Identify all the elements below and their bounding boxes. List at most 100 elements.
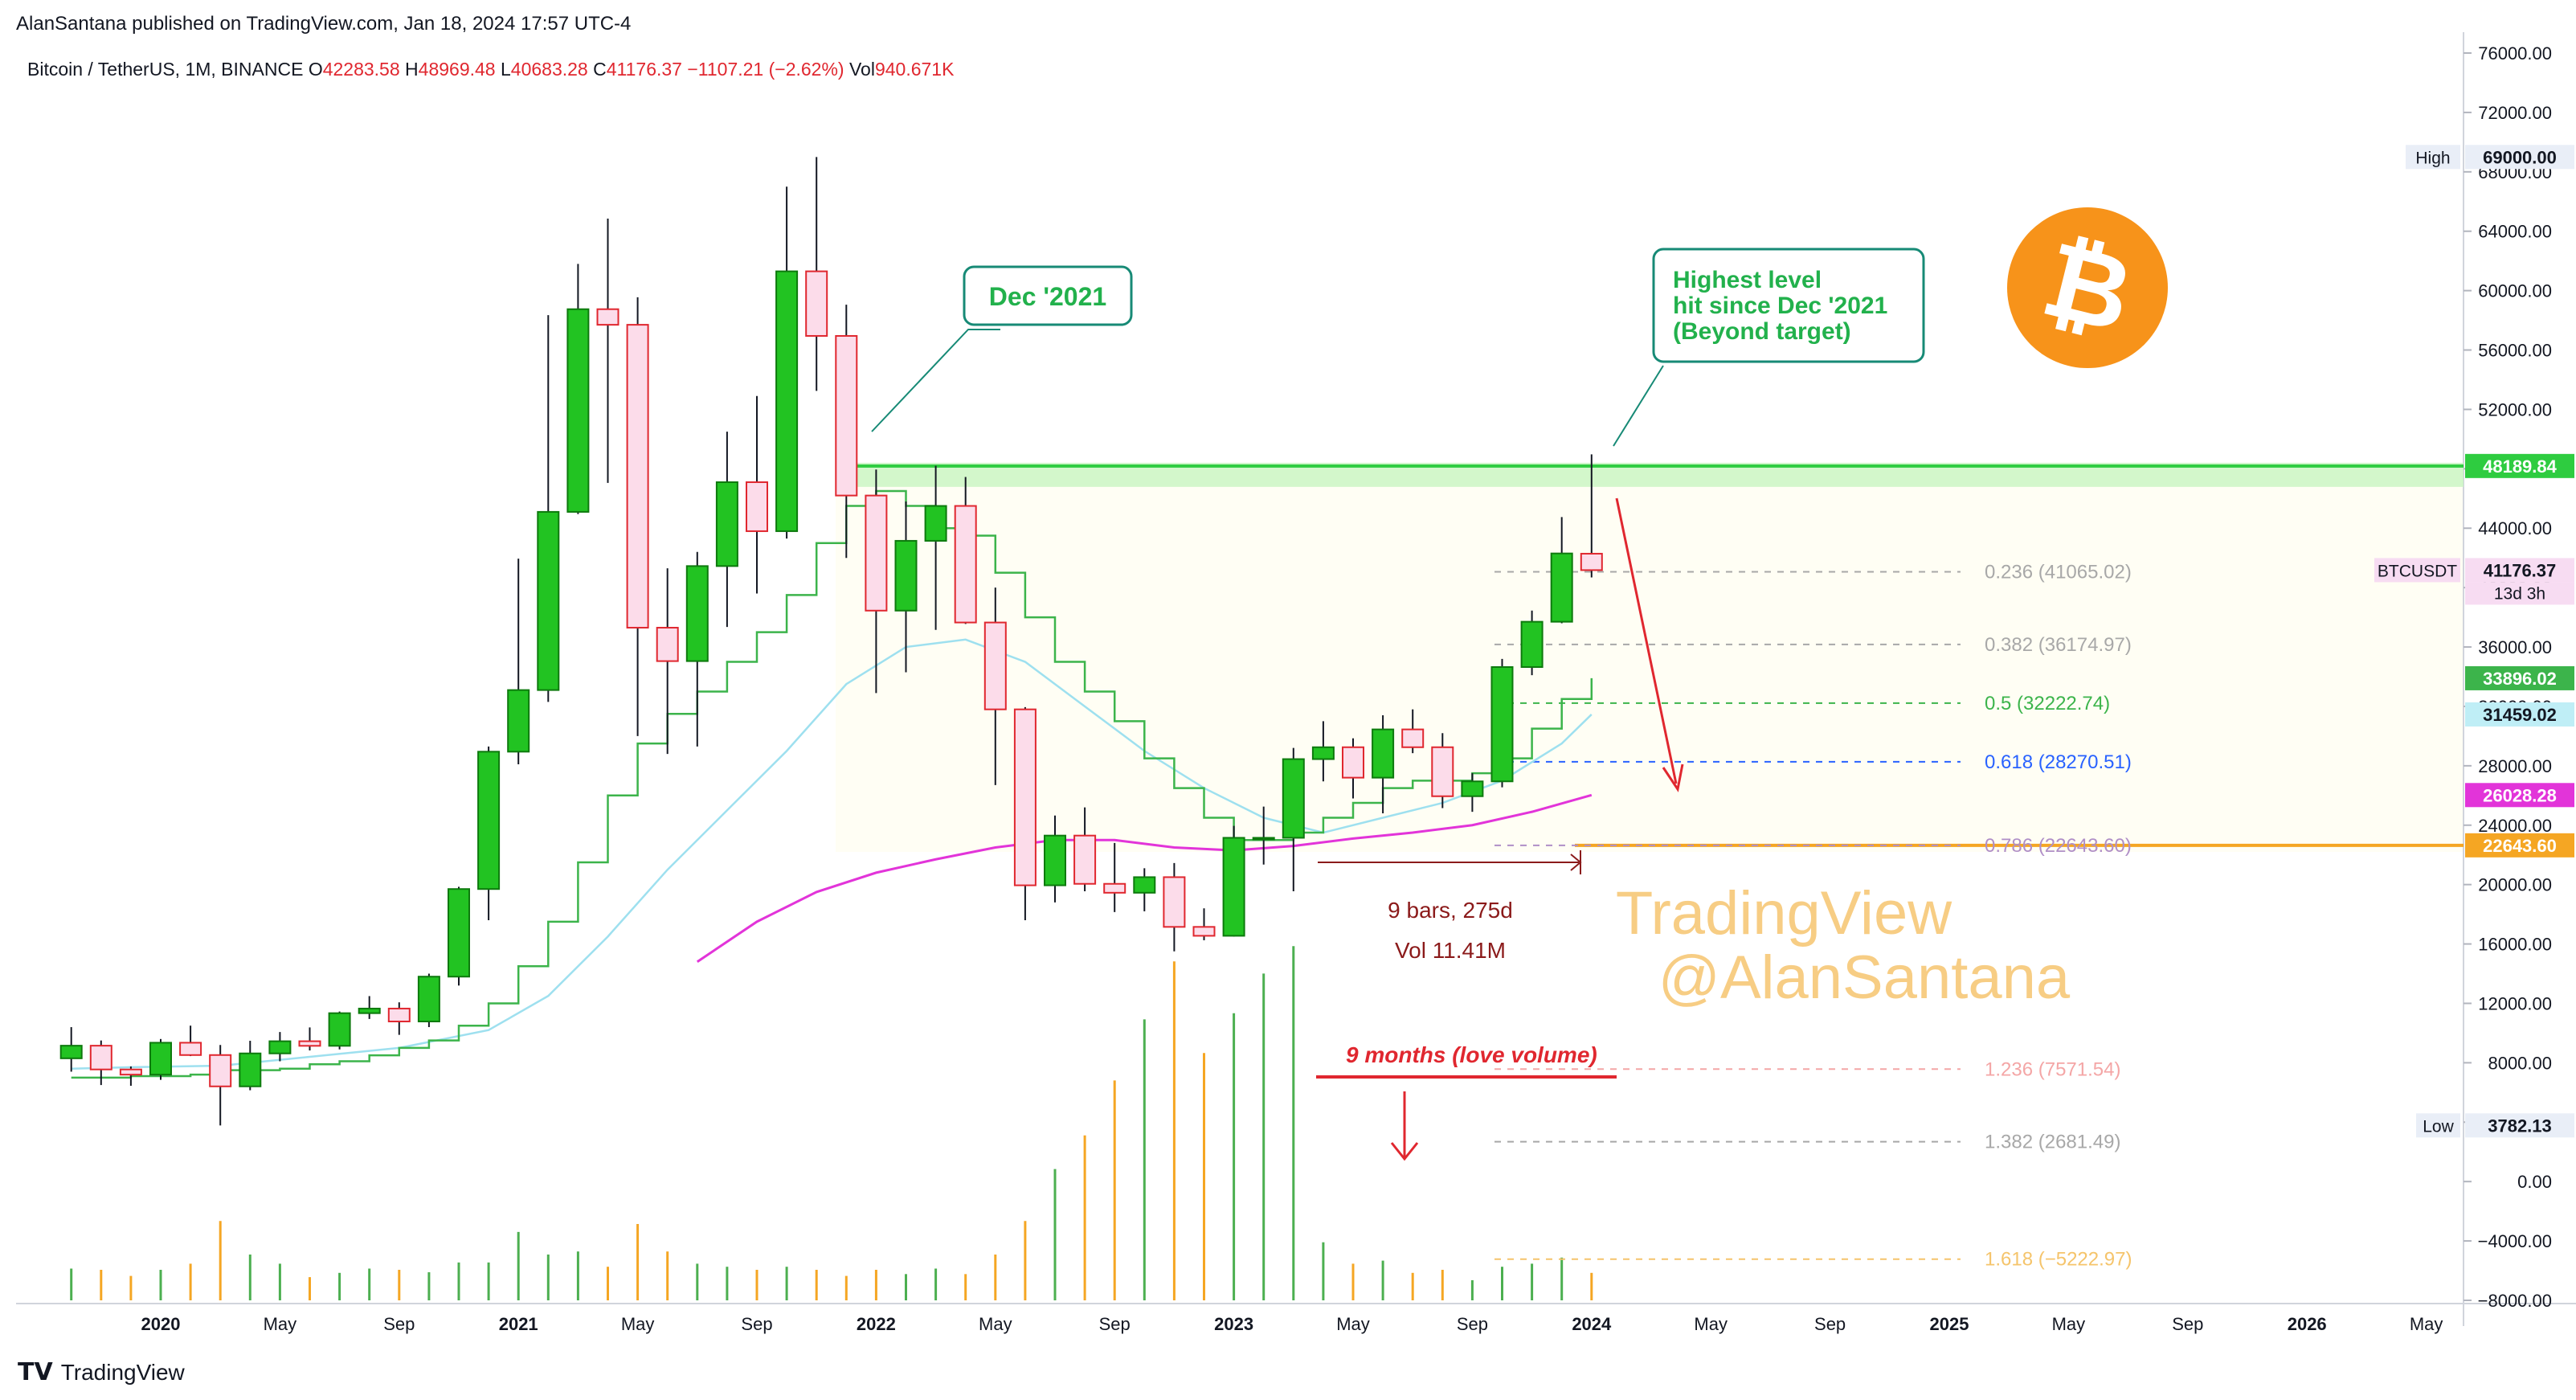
x-tick-label: May [2410,1314,2443,1334]
candle [1401,709,1425,754]
candle [805,157,828,391]
candle [59,1027,83,1072]
high-tag-bg [2406,145,2460,170]
brand-label: TradingView [60,1359,185,1385]
y-tick-label: 8000.00 [2488,1053,2552,1073]
x-tick-label: 2024 [1572,1314,1612,1334]
y-tick-label: 76000.00 [2478,43,2552,63]
callout-pointer [871,329,1000,432]
candle-body-up [448,888,470,978]
tradingview-brand[interactable]: 𝗧𝗩 TradingView [18,1358,185,1386]
candle-body-up [566,308,590,513]
candle-body-up [358,1007,381,1014]
candle [1222,825,1245,937]
candle-body-up [685,565,709,662]
candle [149,1038,172,1080]
y-tick-label: 20000.00 [2478,875,2552,895]
candle [1431,733,1454,808]
candle [954,477,977,624]
candle-body-down [805,270,828,337]
candle-body-up [1311,746,1335,760]
candle-body-up [149,1042,172,1076]
candle-body-up [1520,620,1544,668]
y-tick-label: −8000.00 [2478,1291,2552,1311]
candle-body-down [1192,926,1216,937]
candle [477,746,501,921]
high-price-badge-text: 69000.00 [2483,147,2557,167]
candle [179,1025,202,1057]
top-bar: AlanSantana published on TradingView.com… [0,0,2576,48]
x-tick-label: 2026 [2288,1314,2327,1334]
candle-body-down [983,621,1007,710]
candle [626,297,649,736]
candle [89,1040,112,1086]
candle-body-up [328,1012,351,1047]
low-tag-text: Low [2423,1117,2454,1136]
fib-level-label: 0.5 (32222.74) [1985,693,2110,714]
candle [358,996,381,1019]
x-tick-label: Sep [383,1314,415,1334]
candle-body-down [954,505,977,624]
candle [1103,842,1126,912]
low-tag: Low [2416,1113,2460,1138]
low-price-badge: 3782.13 [2465,1113,2574,1138]
candle [1342,738,1364,799]
fib-level-label: 1.236 (7571.54) [1985,1058,2120,1080]
resistance-badge-text: 48189.84 [2483,456,2558,477]
callout-pointer [1613,365,1664,447]
ma-slow-badge-bg [2465,702,2574,727]
candle [685,551,709,747]
candle [865,469,888,694]
candle [924,465,947,630]
y-tick-label: 56000.00 [2478,341,2552,361]
candle-body-down [1431,746,1454,797]
fib-level-label: 0.786 (22643.60) [1985,835,2132,857]
candle [1163,862,1186,952]
ma-long-line [696,793,1593,963]
x-tick-label: May [2052,1314,2086,1334]
candle [507,559,530,765]
ma-long-badge: 26028.28 [2465,783,2574,808]
x-tick-label: May [1336,1314,1370,1334]
y-tick-label: 60000.00 [2478,281,2552,301]
callout-box [1652,248,1925,363]
candle-body-up [1252,837,1275,841]
high-price-badge: 69000.00 [2465,145,2574,170]
candle [566,264,590,514]
candle-body-down [1013,708,1037,886]
countdown-badge-text: 13d 3h [2494,584,2545,603]
candle [715,432,738,628]
ma-long-badge-bg [2465,783,2574,808]
candle [1133,868,1156,911]
candle [1282,747,1305,891]
fib-level-label: 1.382 (2681.49) [1985,1132,2120,1153]
ma-long-badge-text: 26028.28 [2483,785,2557,805]
candle-body-down [656,627,679,662]
candle-body-down [626,324,649,629]
candle [775,186,799,539]
candle [1311,721,1335,782]
countdown-badge-bg [2465,582,2574,605]
candle-body-up [775,270,799,532]
candle [1044,815,1066,903]
candle [983,587,1007,785]
candle [537,315,560,702]
candle-body-down [1580,552,1603,571]
candle-body-up [1133,876,1156,894]
x-tick-label: 2021 [499,1314,538,1334]
fib-level-label: 0.382 (36174.97) [1985,634,2132,656]
candle [298,1027,321,1051]
candle [1520,610,1544,676]
last-price-badge-text: 41176.37 [2484,560,2557,580]
candle-body-down [179,1042,202,1056]
candle-body-down [387,1007,411,1023]
candle-body-up [417,976,440,1023]
x-tick-label: May [1694,1314,1728,1334]
support-badge-text: 22643.60 [2483,836,2557,856]
candle [1490,658,1514,788]
x-tick-label: May [979,1314,1012,1334]
candle-body-down [1103,882,1126,894]
candle [328,1011,351,1050]
